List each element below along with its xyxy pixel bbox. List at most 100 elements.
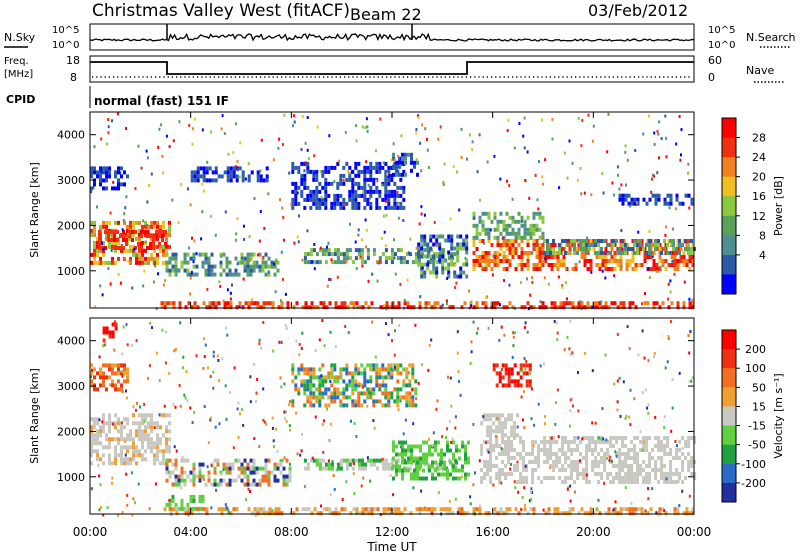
data-cell [558,251,561,255]
data-cell [567,448,571,452]
data-cell [334,507,338,512]
data-cell [559,301,563,306]
data-cell [563,348,566,352]
data-cell [243,264,247,269]
data-cell [315,197,319,202]
data-cell [377,164,380,168]
data-cell [309,169,313,174]
data-cell [517,490,520,494]
data-cell [207,260,211,265]
data-cell [546,476,550,480]
data-cell [396,363,400,368]
data-cell [258,466,262,471]
data-cell [100,170,103,174]
data-cell [306,116,309,119]
data-cell [150,236,153,241]
data-cell [543,452,547,456]
data-cell [183,393,186,397]
data-cell [228,272,232,277]
data-cell [573,247,576,251]
data-cell [402,383,406,388]
data-cell [205,170,209,175]
data-cell [204,268,208,273]
data-cell [168,437,171,442]
data-cell [432,270,436,275]
data-cell [627,476,631,480]
data-cell [490,301,494,306]
data-cell [236,407,239,411]
data-cell [134,230,137,234]
y-tick-label: 1000 [57,265,85,278]
data-cell [630,464,634,468]
data-cell [252,252,256,257]
data-cell [651,456,655,460]
data-cell [105,220,108,225]
data-cell [658,247,662,251]
data-cell [361,125,364,129]
data-cell [108,166,111,171]
data-cell [685,263,689,267]
data-cell [364,507,368,512]
data-cell [203,405,206,408]
data-cell [482,415,485,419]
data-cell [588,448,592,452]
data-cell [469,502,472,506]
data-cell [597,239,600,243]
data-cell [291,161,295,166]
data-cell [522,371,526,376]
data-cell [520,219,523,223]
data-cell [111,244,114,249]
data-cell [490,267,494,271]
data-cell [676,507,680,512]
data-cell [567,243,570,247]
data-cell [360,193,364,198]
data-cell [589,267,593,271]
data-cell [334,511,338,516]
data-cell [642,468,646,472]
data-cell [366,256,370,261]
data-cell [583,259,587,263]
data-cell [459,274,463,279]
data-cell [99,174,102,179]
data-cell [501,236,504,240]
data-cell [225,326,227,330]
data-cell [493,227,497,232]
data-cell [158,379,161,382]
data-cell [665,477,668,481]
data-cell [318,201,322,206]
data-cell [484,251,488,255]
data-cell [520,215,524,220]
data-cell [279,198,281,202]
data-cell [434,476,437,481]
data-cell [252,482,256,487]
data-cell [570,464,574,468]
data-cell [214,301,218,306]
data-cell [580,251,584,255]
data-cell [361,238,363,242]
data-cell [529,223,533,228]
data-cell [616,400,619,404]
data-cell [122,325,125,329]
data-cell [265,166,269,171]
data-cell [600,476,604,480]
data-cell [93,252,96,257]
data-cell [125,238,128,242]
data-cell [123,367,126,372]
data-cell [355,507,359,512]
data-cell [550,436,553,440]
data-cell [339,252,343,257]
data-cell [303,379,307,384]
data-cell [378,260,381,263]
data-cell [117,437,120,442]
data-cell [111,476,114,480]
data-cell [445,511,449,516]
data-cell [249,272,253,277]
data-cell [678,472,682,476]
data-cell [501,460,505,464]
data-cell [90,425,93,430]
data-cell [325,507,329,512]
data-cell [390,193,394,198]
data-cell [225,482,229,487]
data-cell [391,305,395,310]
data-cell [624,464,628,468]
